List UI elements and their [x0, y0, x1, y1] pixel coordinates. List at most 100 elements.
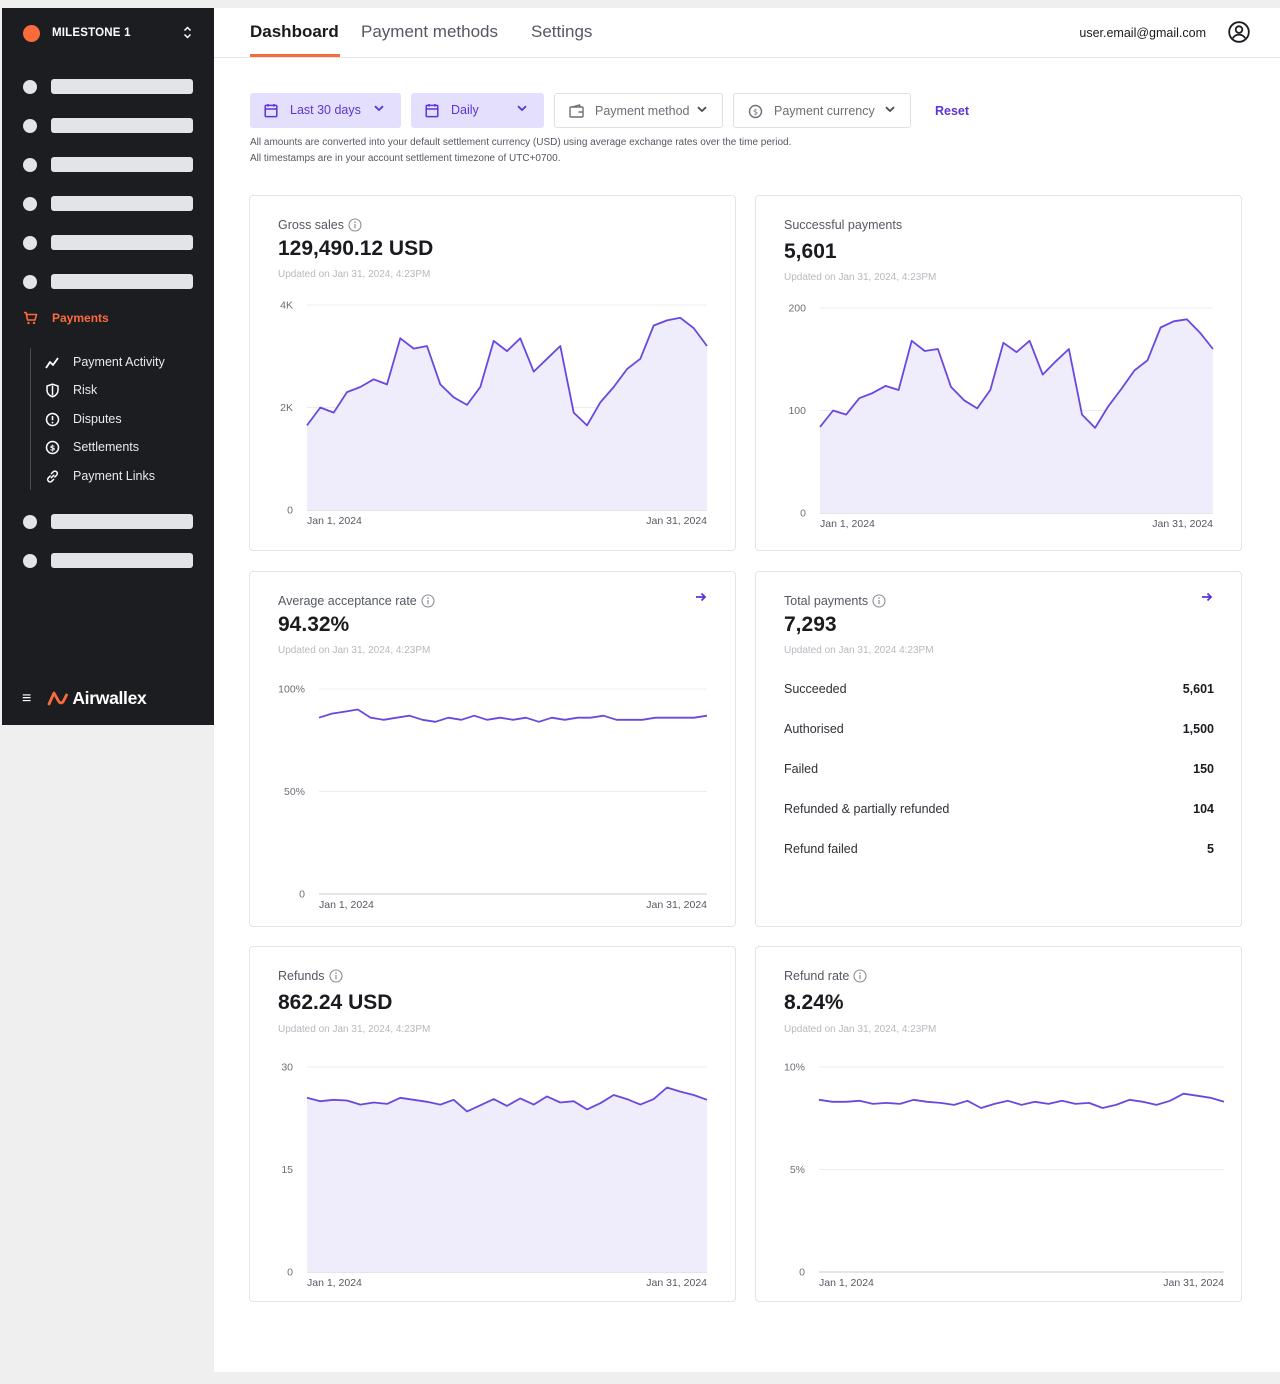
info-icon[interactable]	[872, 594, 886, 608]
arrow-right-icon[interactable]	[695, 592, 707, 602]
x-tick-label: Jan 1, 2024	[820, 518, 875, 530]
sub-item-label: Settlements	[73, 440, 140, 454]
nav-dot-icon	[23, 514, 37, 529]
payment-currency-select[interactable]: $ Payment currency	[733, 93, 911, 128]
card-updated: Updated on Jan 31, 2024, 4:23PM	[278, 269, 431, 280]
nav-dot-icon	[23, 79, 37, 94]
nav-label-placeholder	[51, 235, 193, 250]
date-range-select[interactable]: Last 30 days	[250, 93, 401, 128]
y-tick-label: 2K	[280, 402, 293, 414]
y-tick-label: 4K	[280, 300, 293, 312]
card-title: Refund rate	[784, 969, 867, 983]
breakdown-label: Refund failed	[784, 842, 858, 856]
series-line	[306, 316, 708, 427]
nav-item-placeholder-5[interactable]	[23, 234, 195, 251]
info-icon[interactable]	[329, 969, 343, 983]
x-tick-label: Jan 31, 2024	[646, 1277, 707, 1289]
activity-icon	[45, 356, 59, 368]
breakdown-row: Refund failed 5	[784, 842, 1214, 860]
y-tick-label: 0	[800, 508, 806, 520]
y-tick-label: 0	[299, 889, 305, 901]
granularity-select[interactable]: Daily	[411, 93, 544, 128]
sub-item-label: Risk	[73, 383, 98, 397]
nav-item-placeholder-7[interactable]	[23, 513, 195, 530]
info-icon[interactable]	[421, 594, 435, 608]
series-line	[306, 1086, 708, 1113]
card-title-text: Refunds	[278, 969, 325, 983]
card-title-text: Total payments	[784, 594, 869, 608]
card-value: 5,601	[784, 240, 837, 263]
chevron-down-icon	[517, 105, 527, 112]
nav-item-placeholder-4[interactable]	[23, 195, 195, 212]
card-value: 94.32%	[278, 613, 350, 636]
y-tick-label: 200	[788, 303, 806, 315]
sidebar-item-risk[interactable]: Risk	[45, 381, 97, 399]
sidebar-item-payment-activity[interactable]: Payment Activity	[45, 353, 165, 371]
breakdown-value: 150	[1193, 762, 1214, 776]
top-nav: Dashboard Payment methods Settings user.…	[214, 8, 1280, 58]
user-account-icon[interactable]	[1228, 21, 1250, 43]
payment-currency-placeholder: Payment currency	[774, 104, 875, 118]
user-email: user.email@gmail.com	[1079, 26, 1206, 40]
card-title-text: Successful payments	[784, 218, 903, 232]
sidebar-item-payments[interactable]: Payments	[23, 311, 109, 325]
series-area	[307, 1087, 707, 1272]
nav-item-placeholder-6[interactable]	[23, 273, 195, 290]
nav-item-placeholder-1[interactable]	[23, 78, 195, 95]
successful-payments-chart: 0 100 200 Jan 1, 2024 Jan 31, 2024	[788, 303, 1214, 530]
nav-label-placeholder	[51, 79, 193, 94]
card-updated: Updated on Jan 31, 2024 4:23PM	[784, 645, 934, 656]
wallet-icon	[569, 104, 584, 118]
chevron-down-icon	[374, 105, 384, 112]
nav-item-placeholder-8[interactable]	[23, 552, 195, 569]
breakdown-row: Failed 150	[784, 762, 1214, 780]
nav-dot-icon	[23, 157, 37, 172]
payment-method-select[interactable]: Payment method	[554, 93, 723, 128]
sub-item-label: Payment Links	[73, 469, 155, 483]
chevron-up-down-icon	[183, 26, 192, 39]
sub-item-label: Disputes	[73, 412, 122, 426]
cart-icon	[24, 311, 38, 325]
calendar-icon	[425, 104, 439, 118]
y-tick-label: 0	[799, 1267, 805, 1279]
nav-dot-icon	[23, 553, 37, 568]
tab-settings[interactable]: Settings	[531, 22, 593, 41]
nav-label-placeholder	[51, 553, 193, 568]
card-value: 7,293	[784, 613, 837, 636]
refunds-chart: 0 15 30 Jan 1, 2024 Jan 31, 2024	[281, 1062, 708, 1289]
card-title: Successful payments	[784, 218, 902, 232]
breakdown-label: Failed	[784, 762, 819, 776]
sidebar-item-payment-links[interactable]: Payment Links	[45, 467, 155, 485]
refunds-card: Refunds 862.24 USD Updated on Jan 31, 20…	[249, 946, 736, 1302]
chevron-down-icon	[697, 106, 707, 113]
tab-dashboard[interactable]: Dashboard	[250, 22, 339, 41]
nav-item-placeholder-3[interactable]	[23, 156, 195, 173]
menu-icon[interactable]: ≡	[22, 689, 32, 707]
card-value: 862.24 USD	[278, 991, 393, 1014]
info-icon[interactable]	[348, 218, 362, 232]
card-updated: Updated on Jan 31, 2024, 4:23PM	[278, 1024, 431, 1035]
y-tick-label: 5%	[790, 1164, 805, 1176]
series-line	[819, 318, 1214, 429]
granularity-value: Daily	[451, 103, 479, 117]
link-icon	[47, 469, 58, 483]
sidebar-item-settlements[interactable]: $ Settlements	[45, 438, 139, 456]
sidebar-item-disputes[interactable]: Disputes	[45, 410, 122, 428]
tab-payment-methods[interactable]: Payment methods	[361, 22, 499, 41]
timezone-note: All timestamps are in your account settl…	[250, 153, 561, 164]
breakdown-label: Succeeded	[784, 682, 847, 696]
info-icon[interactable]	[853, 969, 867, 983]
nav-label-placeholder	[51, 196, 193, 211]
arrow-right-icon[interactable]	[1201, 592, 1213, 602]
card-value: 129,490.12 USD	[278, 237, 434, 260]
nav-label-placeholder	[51, 118, 193, 133]
shield-icon	[46, 382, 59, 398]
nav-item-placeholder-2[interactable]	[23, 117, 195, 134]
reset-filters-button[interactable]: Reset	[935, 104, 970, 118]
org-switcher[interactable]: MILESTONE 1	[2, 8, 214, 58]
org-avatar	[23, 24, 40, 42]
breakdown-value: 1,500	[1182, 722, 1214, 736]
sidebar-footer: ≡ Airwallex	[22, 688, 147, 709]
x-tick-label: Jan 1, 2024	[319, 899, 374, 911]
y-tick-label: 100%	[278, 684, 305, 696]
